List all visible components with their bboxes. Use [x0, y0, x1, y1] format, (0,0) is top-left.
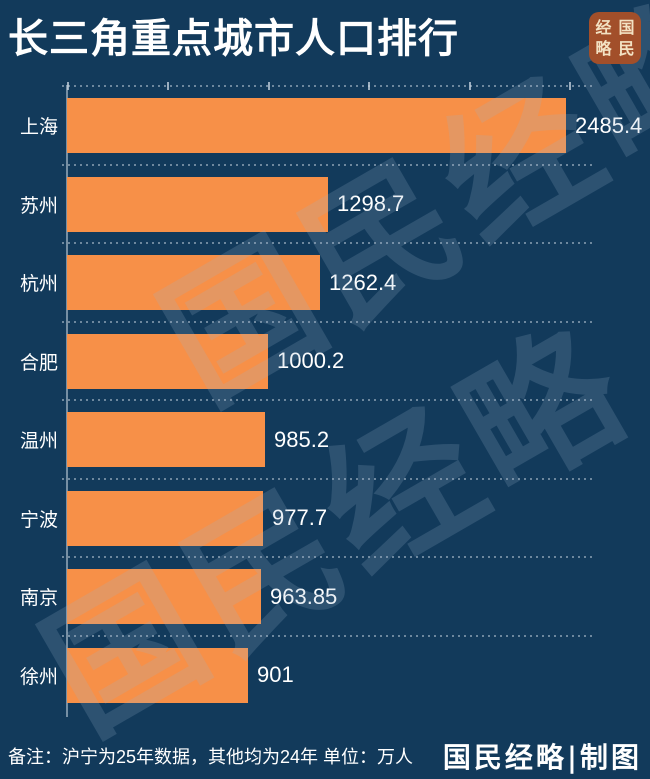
footer: 备注：沪宁为25年数据，其他均为24年 单位：万人 国民经略|制图: [0, 733, 650, 779]
category-label: 杭州: [19, 274, 58, 295]
chart-row: 温州 985.2: [0, 399, 650, 478]
bar: [67, 255, 320, 310]
logo-char: 民: [618, 39, 635, 58]
category-label: 宁波: [19, 509, 58, 531]
chart-rows: 上海 2485.4 苏州 1298.7 杭州 1262.4 合肥 1000.2 …: [0, 85, 650, 713]
chart-row: 徐州 901: [0, 634, 650, 714]
bar: [67, 412, 265, 467]
bar: [67, 647, 248, 703]
row-separator-line: [62, 634, 593, 637]
credit: 国民经略|制图: [442, 741, 642, 774]
row-separator-line: [62, 399, 593, 401]
value-label: 2485.4: [575, 112, 643, 138]
row-separator-line: [62, 556, 593, 558]
row-separator-line: [62, 242, 593, 244]
value-label: 977.7: [272, 505, 328, 530]
bar: [67, 176, 328, 232]
category-label: 上海: [19, 117, 58, 138]
row-separator-line: [62, 163, 593, 166]
value-label: 1000.2: [277, 348, 345, 373]
chart-row: 杭州 1262.4: [0, 242, 650, 321]
brand-logo: 经 国 略 民: [589, 12, 641, 64]
chart-row: 宁波 977.7: [0, 477, 650, 557]
value-label: 985.2: [274, 426, 330, 452]
chart-row: 南京 963.85: [0, 556, 650, 635]
value-label: 1298.7: [337, 191, 405, 216]
category-label: 合肥: [19, 352, 58, 374]
category-label: 南京: [19, 588, 58, 609]
value-label: 901: [257, 662, 294, 687]
bar: [67, 98, 566, 153]
chart-row: 合肥 1000.2: [0, 320, 650, 400]
chart-row: 上海 2485.4: [0, 85, 650, 164]
bar: [67, 569, 261, 624]
category-label: 温州: [19, 431, 58, 452]
row-separator-line: [62, 477, 593, 480]
page-title: 长三角重点城市人口排行: [8, 17, 459, 61]
footnote: 备注：沪宁为25年数据，其他均为24年 单位：万人: [8, 747, 414, 767]
value-label: 1262.4: [329, 269, 397, 295]
row-separator-line: [62, 320, 593, 323]
logo-char: 经: [595, 18, 612, 37]
category-label: 苏州: [19, 195, 58, 217]
value-label: 963.85: [270, 583, 338, 609]
bar: [67, 333, 268, 389]
logo-char: 略: [595, 39, 612, 58]
bar-chart: 上海 2485.4 苏州 1298.7 杭州 1262.4 合肥 1000.2 …: [0, 82, 650, 719]
bar: [67, 490, 263, 546]
y-axis-line: [66, 85, 68, 717]
category-label: 徐州: [19, 666, 58, 688]
chart-row: 苏州 1298.7: [0, 163, 650, 243]
row-separator-line: [62, 85, 593, 87]
logo-char: 国: [618, 18, 635, 37]
